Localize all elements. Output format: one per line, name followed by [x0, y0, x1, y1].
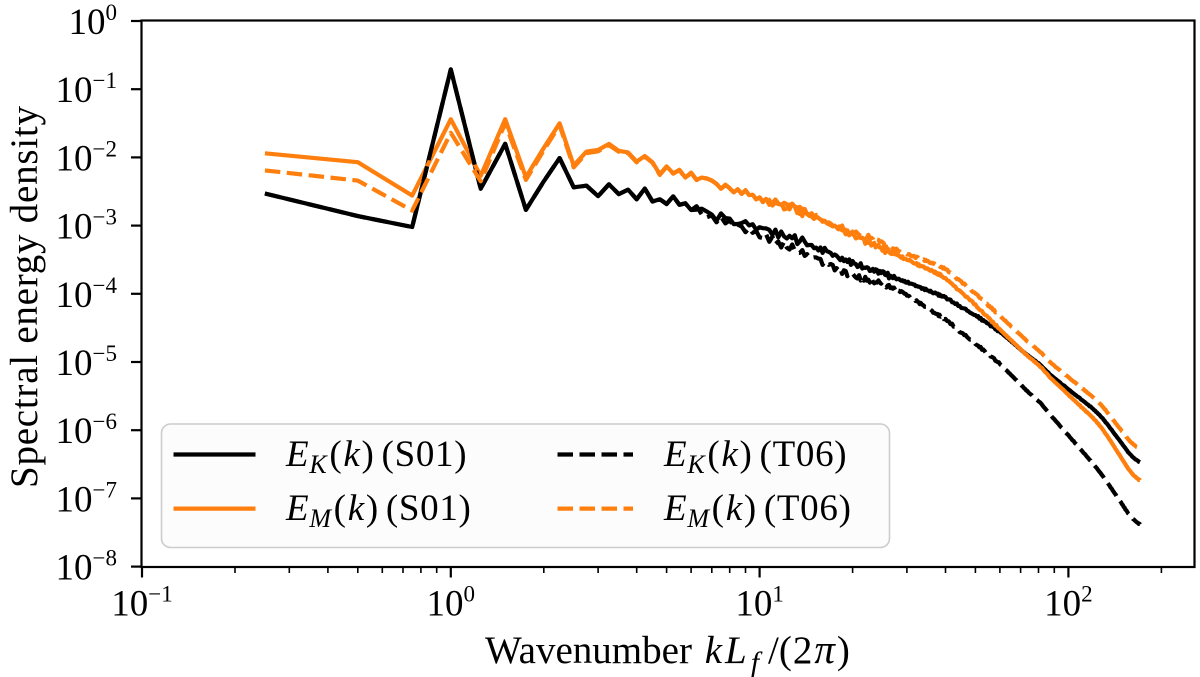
svg-text:EM(k)(S01): EM(k) (S01)	[285, 488, 472, 533]
svg-text:10−1: 10−1	[56, 68, 117, 111]
svg-text:10−5: 10−5	[56, 341, 117, 384]
svg-text:EM(k)(T06): EM(k) (T06)	[663, 488, 852, 533]
svg-text:10−2: 10−2	[56, 136, 117, 179]
svg-text:Spectral energy density: Spectral energy density	[3, 106, 46, 489]
svg-text:Wavenumber kLf/(2π): Wavenumber kLf/(2π)	[485, 626, 850, 677]
svg-text:102: 102	[1044, 582, 1093, 625]
svg-text:EK(k)(T06): EK(k) (T06)	[663, 434, 847, 479]
svg-text:10−4: 10−4	[56, 273, 118, 316]
svg-text:EK(k)(S01): EK(k) (S01)	[285, 434, 467, 479]
